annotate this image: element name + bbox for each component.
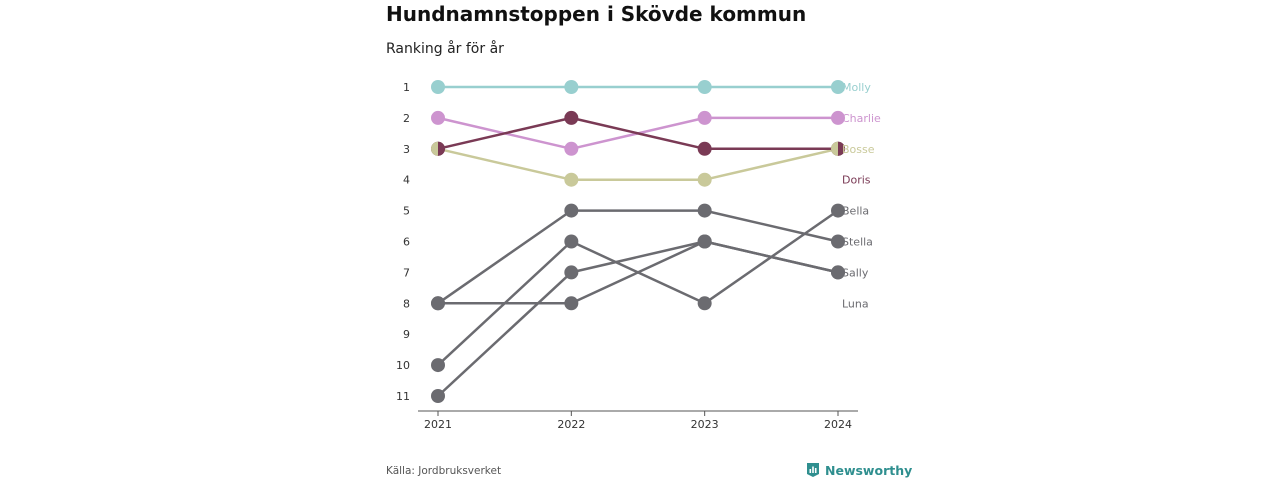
series-points	[431, 80, 846, 403]
y-axis-ticks: 1 2 3 4 5 6 7 8 9 10 11	[396, 81, 410, 403]
x-tick-label: 2024	[824, 418, 852, 431]
data-point-molly	[431, 80, 445, 94]
data-point-luna	[831, 265, 845, 280]
series-label-bosse: Bosse	[842, 143, 875, 156]
x-tick-label: 2021	[424, 418, 452, 431]
newsworthy-logo-icon	[807, 463, 819, 477]
series-line-luna	[438, 240, 839, 305]
y-tick-label: 3	[403, 143, 410, 156]
data-point-bosse	[564, 172, 579, 187]
y-tick-label: 11	[396, 390, 410, 403]
brand-name: Newsworthy	[825, 462, 913, 478]
source-note: Källa: Jordbruksverket	[386, 465, 502, 477]
x-axis: 2021 2022 2023 2024	[418, 410, 858, 431]
data-point-luna	[697, 234, 712, 249]
data-point-charlie	[831, 110, 845, 125]
series-line-bosse	[437, 147, 839, 181]
y-tick-label: 9	[403, 328, 410, 341]
data-point-molly	[831, 80, 845, 94]
series-label-doris: Doris	[842, 174, 871, 187]
chart-title: Hundnamnstoppen i Skövde kommun	[386, 2, 807, 26]
x-tick-label: 2023	[691, 418, 719, 431]
data-point-molly	[564, 80, 579, 94]
series-end-labels: Molly Charlie Bosse Doris Bella Stella Sally Lu…	[842, 81, 881, 310]
series-label-molly: Molly	[842, 81, 871, 94]
data-point-bosse	[697, 172, 712, 187]
y-tick-label: 4	[403, 174, 410, 187]
data-point-bella	[831, 203, 845, 218]
series-line-sally	[437, 240, 839, 397]
data-point-stella	[831, 234, 845, 249]
data-point-luna	[564, 296, 579, 311]
chart-subtitle: Ranking år för år	[386, 41, 504, 57]
series-lines	[437, 85, 839, 397]
series-label-sally: Sally	[842, 266, 869, 279]
data-point-stella	[564, 203, 579, 218]
series-label-luna: Luna	[842, 297, 869, 310]
data-point-half-bosse	[831, 141, 838, 156]
data-point-half-doris	[838, 141, 846, 156]
data-point-bella	[564, 234, 579, 249]
data-point-bella	[697, 296, 712, 311]
data-point-doris	[697, 141, 712, 156]
data-point-charlie	[564, 141, 579, 156]
x-tick-label: 2022	[557, 418, 585, 431]
data-point-luna	[431, 296, 445, 311]
data-point-molly	[697, 80, 712, 94]
y-tick-label: 1	[403, 81, 410, 94]
newsworthy-brand[interactable]: Newsworthy	[806, 462, 912, 478]
y-tick-label: 2	[403, 112, 410, 125]
y-tick-label: 10	[396, 359, 410, 372]
y-tick-label: 5	[403, 205, 410, 218]
data-point-charlie	[697, 110, 712, 125]
series-label-stella: Stella	[842, 236, 873, 249]
data-point-half-doris	[438, 141, 445, 156]
data-point-sally	[564, 265, 579, 280]
series-line-doris	[437, 116, 838, 151]
data-point-bella	[431, 358, 445, 373]
y-tick-label: 8	[403, 297, 410, 310]
data-point-charlie	[431, 110, 445, 125]
data-point-doris	[564, 110, 579, 125]
data-point-stella	[697, 203, 712, 218]
series-label-charlie: Charlie	[842, 112, 881, 125]
y-tick-label: 7	[403, 266, 410, 279]
data-point-sally	[431, 389, 445, 403]
series-label-bella: Bella	[842, 205, 869, 218]
series-line-stella	[437, 209, 839, 305]
data-point-half-bosse	[431, 141, 438, 156]
y-tick-label: 6	[403, 236, 410, 249]
